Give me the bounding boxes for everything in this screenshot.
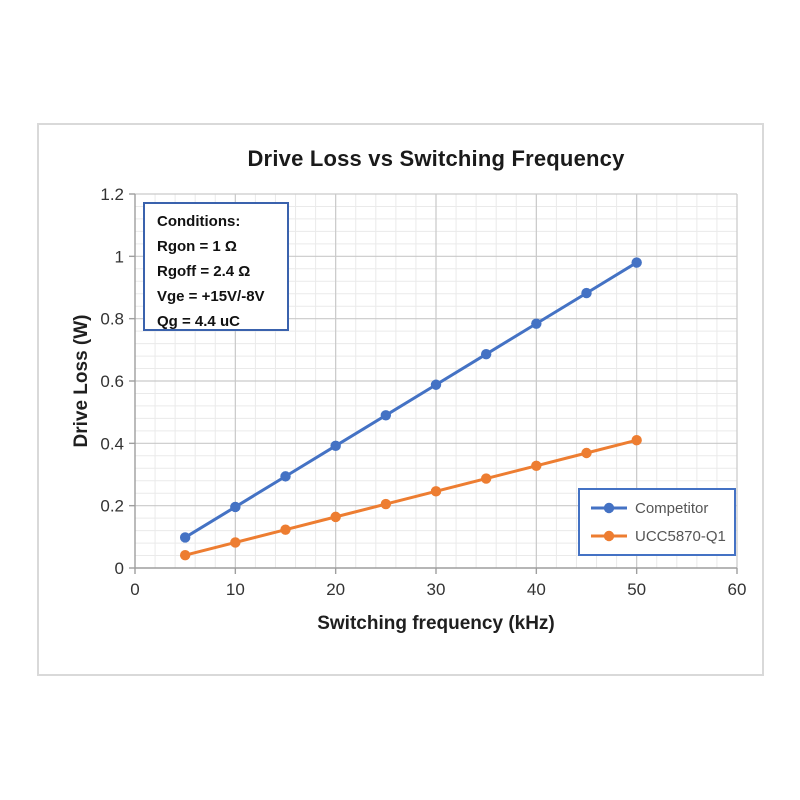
- x-tick-label: 60: [728, 580, 747, 599]
- data-point: [230, 501, 241, 513]
- conditions-line: Conditions:: [157, 213, 241, 230]
- data-point: [230, 537, 241, 548]
- data-point: [179, 532, 191, 543]
- line-marker-swatch: [591, 502, 627, 514]
- data-point: [280, 471, 291, 482]
- y-tick-label: 0.2: [100, 497, 124, 516]
- x-tick-label: 30: [427, 580, 446, 599]
- legend: Competitor UCC5870-Q1: [578, 488, 736, 556]
- data-point: [631, 435, 642, 446]
- conditions-line: Rgon = 1 Ω: [157, 238, 237, 255]
- legend-item-competitor: Competitor: [590, 500, 730, 517]
- legend-label: Competitor: [635, 499, 709, 517]
- x-tick-label: 20: [326, 580, 345, 599]
- conditions-line: Vge = +15V/-8V: [157, 288, 265, 305]
- x-tick-label: 0: [130, 580, 139, 599]
- data-point: [581, 447, 592, 459]
- data-point: [430, 486, 442, 497]
- series-line-1: [183, 438, 639, 557]
- x-tick-label: 40: [527, 580, 546, 599]
- y-tick-label: 0.8: [100, 310, 124, 329]
- data-point: [631, 257, 642, 268]
- legend-label: UCC5870-Q1: [635, 527, 726, 545]
- data-point: [330, 511, 341, 523]
- y-tick-label: 1: [115, 247, 124, 266]
- line-marker-swatch: [591, 530, 627, 542]
- conditions-line: Qg = 4.4 uC: [157, 313, 240, 330]
- data-point: [380, 498, 392, 510]
- data-point: [480, 348, 492, 360]
- conditions-annotation-box: Conditions: Rgon = 1 Ω Rgoff = 2.4 Ω Vge…: [143, 202, 289, 331]
- conditions-line: Rgoff = 2.4 Ω: [157, 263, 251, 280]
- data-point: [280, 524, 291, 535]
- y-tick-label: 0: [115, 559, 124, 578]
- data-point: [531, 460, 542, 471]
- y-tick-label: 0.6: [100, 372, 124, 391]
- data-point: [480, 473, 492, 484]
- y-axis-title-text: Drive Loss (W): [71, 314, 92, 448]
- data-point: [330, 440, 341, 452]
- x-tick-label: 10: [226, 580, 245, 599]
- data-point: [380, 410, 392, 421]
- x-axis-title: Switching frequency (kHz): [317, 613, 555, 634]
- x-tick-label: 50: [627, 580, 646, 599]
- data-point: [179, 550, 191, 561]
- series-line-0: [183, 261, 639, 539]
- y-tick-label: 0.4: [100, 434, 124, 453]
- legend-item-ucc5870: UCC5870-Q1: [590, 528, 730, 545]
- data-point: [430, 379, 442, 390]
- data-point: [581, 287, 592, 299]
- data-point: [531, 318, 542, 329]
- chart-title: Drive Loss vs Switching Frequency: [247, 146, 625, 171]
- y-tick-label: 1.2: [100, 185, 124, 204]
